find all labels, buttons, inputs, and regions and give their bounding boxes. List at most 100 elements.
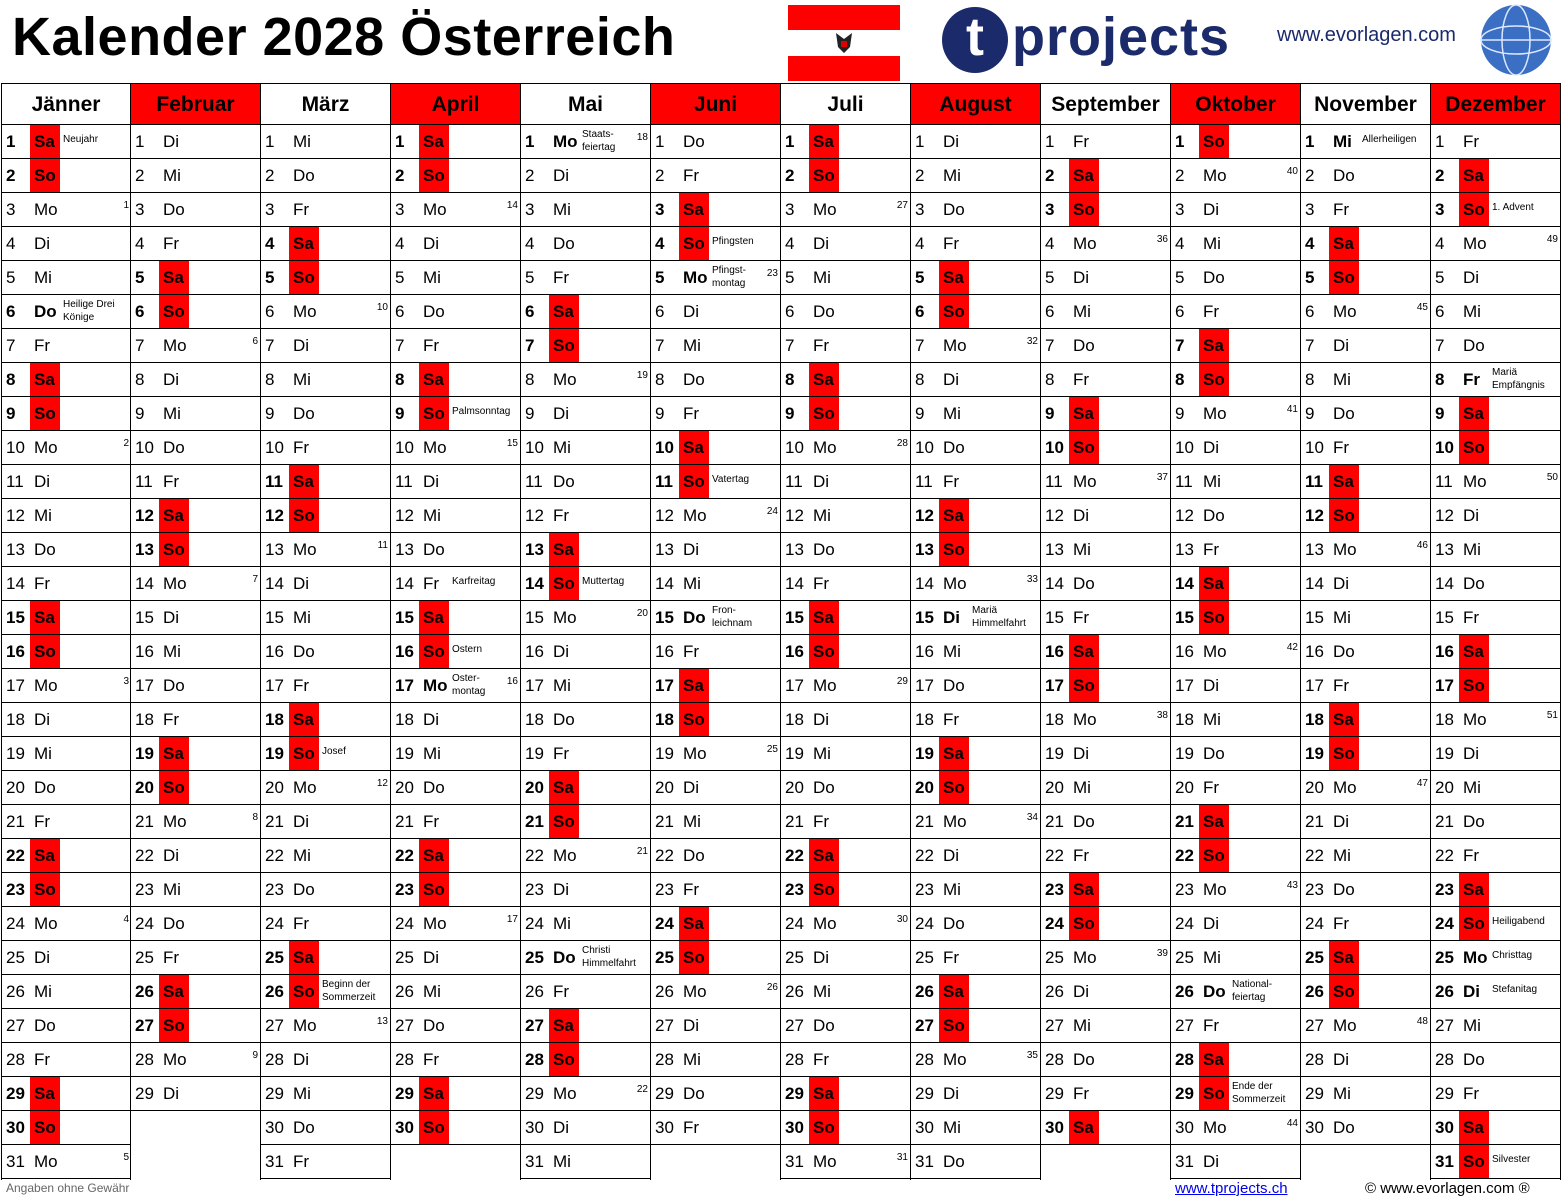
day-number: 30	[785, 1118, 804, 1137]
weekday: Fr	[1203, 540, 1220, 559]
holiday-note: Vatertag	[712, 474, 750, 485]
weekday: So	[1073, 200, 1095, 219]
day-number: 20	[6, 778, 25, 797]
weekday: Di	[293, 1050, 310, 1069]
day-number: 14	[1305, 574, 1324, 593]
day-number: 18	[395, 710, 414, 729]
day-number: 17	[135, 676, 154, 695]
week-number: 8	[252, 812, 258, 823]
day-number: 13	[1305, 540, 1324, 559]
day-number: 9	[1305, 404, 1315, 423]
day-number: 3	[135, 200, 145, 219]
day-cell: 17 Do	[131, 669, 260, 703]
day-number: 13	[525, 540, 544, 559]
day-number: 21	[1305, 812, 1324, 831]
weekday: Mi	[1203, 710, 1221, 729]
link[interactable]: www.tprojects.ch	[1175, 1180, 1288, 1197]
weekday: Mi	[943, 404, 961, 423]
day-number: 8	[525, 370, 535, 389]
week-number: 3	[123, 676, 129, 687]
day-cell: 19 Do	[1171, 737, 1300, 771]
day-number: 13	[6, 540, 25, 559]
weekend-marker	[939, 295, 969, 328]
day-number: 2	[6, 166, 16, 185]
day-number: 29	[785, 1084, 804, 1103]
day-number: 4	[1435, 234, 1445, 253]
day-cell: 15 Fr	[1431, 601, 1560, 635]
day-cell: 20 Mo 12	[261, 771, 390, 805]
week-number: 39	[1156, 948, 1168, 959]
day-number: 26	[135, 982, 154, 1001]
weekday: So	[943, 1016, 965, 1035]
day-number: 4	[525, 234, 535, 253]
weekday: Sa	[1203, 574, 1224, 593]
day-cell: 12 Sa	[131, 499, 260, 533]
weekday: Do	[1203, 982, 1226, 1001]
day-cell: 10 Mo 28	[781, 431, 910, 465]
day-cell: 29 So Ende der Sommerzeit	[1171, 1077, 1300, 1111]
holiday-note: 1. Advent	[1492, 202, 1534, 213]
weekday: Do	[553, 234, 575, 253]
holiday-note: Heilige Drei Könige	[63, 299, 115, 323]
weekend-marker	[159, 1009, 189, 1042]
weekend-marker	[1329, 975, 1359, 1008]
day-cell: 15 Fr	[1041, 601, 1170, 635]
day-number: 30	[395, 1118, 414, 1137]
weekday: Mo	[553, 132, 578, 151]
day-number: 3	[915, 200, 925, 219]
day-cell: 26 Mi	[391, 975, 520, 1009]
weekend-marker	[30, 1077, 60, 1110]
weekday: Di	[1333, 336, 1350, 355]
day-number: 1	[1435, 132, 1445, 151]
weekday: Sa	[1463, 642, 1484, 661]
weekday: Fr	[553, 268, 570, 287]
weekday: So	[34, 1118, 56, 1137]
weekday: Mi	[1333, 846, 1351, 865]
day-number: 12	[265, 506, 284, 525]
day-number: 12	[785, 506, 804, 525]
week-number: 40	[1286, 166, 1298, 177]
day-number: 13	[395, 540, 414, 559]
day-cell: 16 Sa	[1431, 635, 1560, 669]
day-number: 17	[1175, 676, 1194, 695]
day-number: 8	[655, 370, 665, 389]
weekend-marker	[30, 397, 60, 430]
day-cell: 1 Sa Neujahr	[2, 125, 131, 159]
weekday: Fr	[553, 744, 570, 763]
holiday-note: Oster- montag	[452, 673, 486, 697]
weekend-marker	[419, 363, 449, 396]
weekday: Mo	[1073, 710, 1097, 729]
day-number: 19	[6, 744, 25, 763]
day-cell: 30 So	[781, 1111, 910, 1145]
day-cell: 6 Mi	[1041, 295, 1170, 329]
day-number: 4	[915, 234, 925, 253]
weekend-marker	[549, 329, 579, 362]
weekday: Mo	[943, 812, 967, 831]
day-number: 31	[6, 1152, 25, 1171]
weekday: So	[813, 1118, 835, 1137]
day-number: 15	[1045, 608, 1064, 627]
weekday: Di	[553, 166, 570, 185]
day-number: 14	[135, 574, 154, 593]
weekday: So	[293, 268, 315, 287]
weekday: Do	[1203, 744, 1225, 763]
day-number: 16	[1435, 642, 1454, 661]
day-number: 23	[1305, 880, 1324, 899]
day-number: 31	[265, 1152, 284, 1171]
day-number: 17	[1305, 676, 1324, 695]
day-number: 8	[395, 370, 405, 389]
week-number: 14	[506, 200, 518, 211]
weekend-marker	[809, 125, 839, 158]
weekday: So	[943, 540, 965, 559]
weekday: Fr	[553, 506, 570, 525]
weekday: Sa	[813, 132, 834, 151]
day-cell: 20 Mi	[1041, 771, 1170, 805]
day-cell: 21 Do	[1431, 805, 1560, 839]
weekday: So	[1073, 676, 1095, 695]
day-number: 26	[655, 982, 674, 1001]
day-cell: 20 Sa	[521, 771, 650, 805]
day-cell: 5 Di	[1431, 261, 1560, 295]
weekend-marker	[1069, 635, 1099, 668]
weekday: Sa	[1073, 404, 1094, 423]
day-cell: 28 Do	[1041, 1043, 1170, 1077]
